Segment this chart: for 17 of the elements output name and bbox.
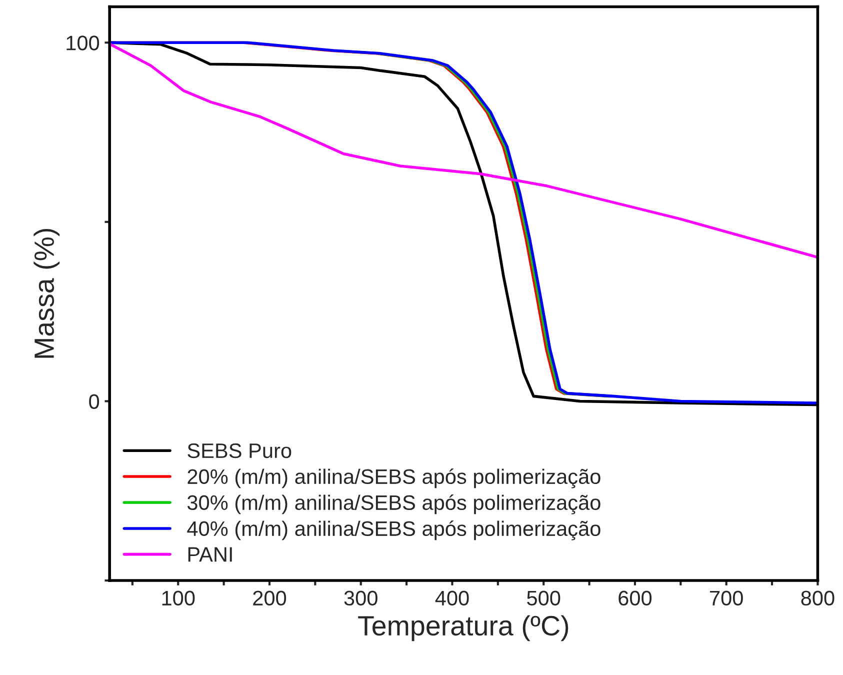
- y-tick-label: 0: [89, 394, 100, 409]
- legend-label: SEBS Puro: [188, 443, 292, 458]
- x-tick-label: 400: [435, 590, 469, 606]
- y-axis-title: Massa (%): [34, 228, 60, 358]
- x-tick-label: 300: [344, 590, 378, 606]
- x-tick-label: 100: [162, 590, 195, 606]
- x-axis-title: Temperatura (ºC): [358, 615, 568, 642]
- legend-label: 20% (m/m) anilina/SEBS após polimerização: [188, 468, 600, 488]
- x-tick-label: 700: [710, 590, 743, 606]
- x-tick-label: 200: [253, 590, 286, 606]
- legend-label: PANI: [188, 547, 232, 562]
- x-tick-label: 800: [801, 590, 834, 606]
- legend-label: 40% (m/m) anilina/SEBS após polimerização: [187, 520, 600, 540]
- legend-label: 30% (m/m) anilina/SEBS após polimerização: [187, 494, 600, 514]
- x-tick-label: 600: [618, 590, 652, 606]
- line-series: [110, 43, 818, 258]
- x-tick-label: 500: [527, 590, 560, 606]
